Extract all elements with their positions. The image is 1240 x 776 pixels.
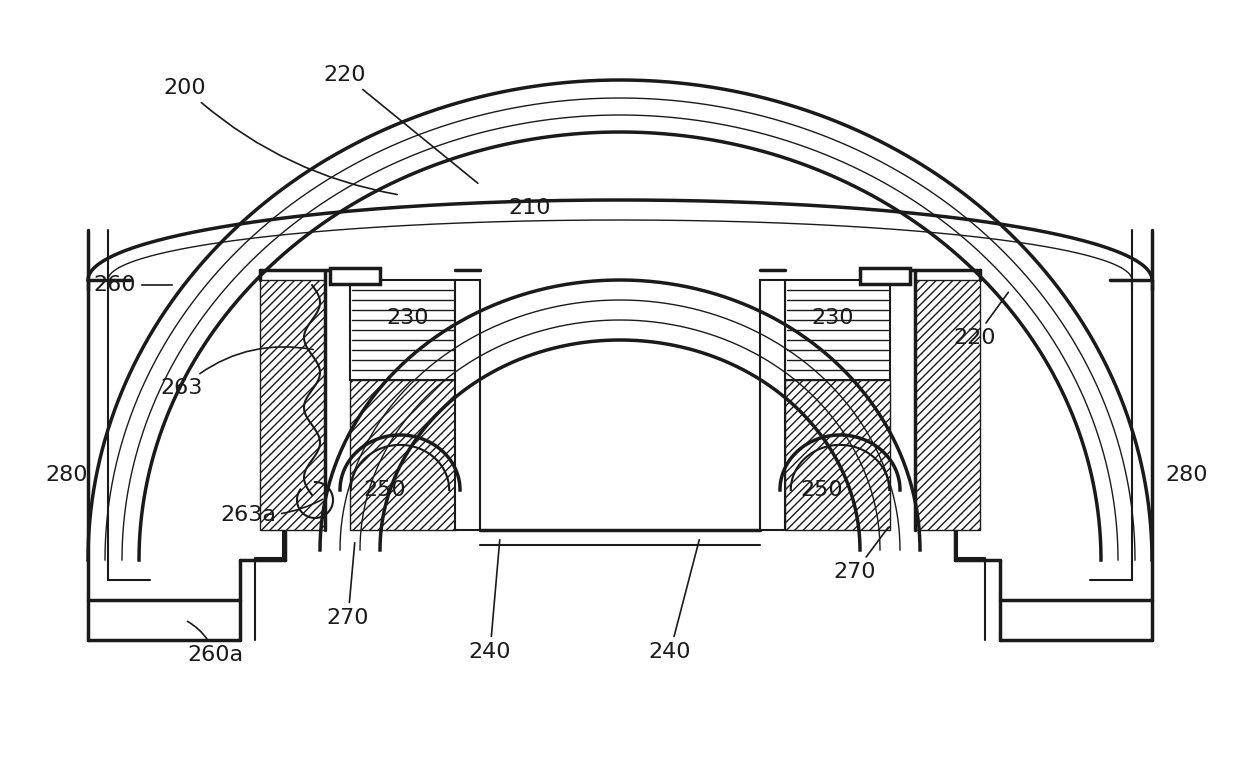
Text: 263a: 263a [219, 499, 322, 525]
Text: 240: 240 [649, 539, 699, 662]
Text: 220: 220 [954, 293, 1008, 348]
Text: 280: 280 [46, 465, 88, 485]
Polygon shape [330, 268, 379, 284]
Polygon shape [861, 268, 910, 284]
Polygon shape [760, 280, 785, 530]
Polygon shape [455, 280, 480, 530]
Polygon shape [915, 280, 980, 530]
Text: 220: 220 [324, 65, 477, 183]
Polygon shape [260, 280, 325, 530]
Text: 270: 270 [327, 542, 370, 628]
Text: 263: 263 [161, 347, 314, 398]
Text: 270: 270 [833, 527, 888, 582]
Text: 260a: 260a [187, 622, 243, 665]
Polygon shape [350, 380, 455, 530]
Polygon shape [785, 280, 890, 380]
Text: 240: 240 [469, 540, 511, 662]
Text: 200: 200 [164, 78, 397, 195]
Text: 260: 260 [94, 275, 172, 295]
Text: 230: 230 [812, 308, 854, 328]
Text: 280: 280 [1166, 465, 1208, 485]
Text: 250: 250 [363, 480, 407, 500]
Text: 230: 230 [387, 308, 429, 328]
Polygon shape [785, 380, 890, 530]
Polygon shape [350, 280, 455, 380]
Text: 210: 210 [508, 198, 552, 218]
Text: 250: 250 [801, 480, 843, 500]
